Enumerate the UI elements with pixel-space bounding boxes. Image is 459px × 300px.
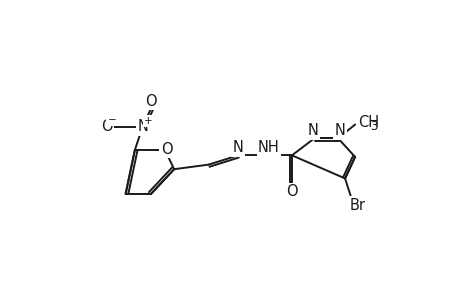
Text: O: O	[145, 94, 157, 109]
Text: O: O	[285, 184, 297, 199]
Text: N: N	[138, 119, 148, 134]
Text: N: N	[334, 123, 344, 138]
Text: N: N	[232, 140, 243, 155]
Text: −: −	[107, 115, 116, 125]
Text: Br: Br	[349, 198, 364, 213]
Text: N: N	[307, 123, 318, 138]
Text: O: O	[101, 118, 113, 134]
Text: O: O	[160, 142, 172, 157]
Text: CH: CH	[358, 115, 379, 130]
Text: +: +	[144, 116, 153, 126]
Text: NH: NH	[257, 140, 279, 155]
Text: 3: 3	[369, 120, 377, 133]
